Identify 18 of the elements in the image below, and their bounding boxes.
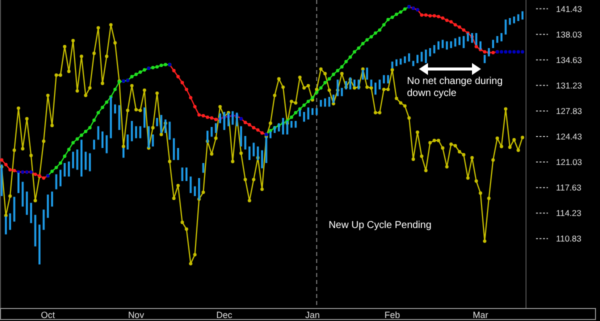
y-tick-label: 117.63 <box>556 182 582 193</box>
y-tick-label: 131.23 <box>556 80 582 90</box>
x-tick-label: Feb <box>384 310 400 320</box>
y-tick-label: 134.63 <box>556 54 582 65</box>
annotation: New Up Cycle Pending <box>328 220 432 231</box>
x-tick-label: Nov <box>128 310 145 320</box>
y-tick-label: 121.03 <box>556 157 582 168</box>
y-tick-label: 124.43 <box>556 131 582 142</box>
y-tick-label: 138.03 <box>556 29 582 40</box>
y-tick-label: 114.23 <box>556 208 582 218</box>
x-tick-label: Mar <box>472 310 488 320</box>
y-tick-label: 110.83 <box>556 234 582 244</box>
annotation: No net change during down cycle <box>407 76 503 99</box>
y-tick-label: 141.43 <box>556 4 582 14</box>
x-tick-label: Dec <box>216 310 233 320</box>
y-tick-label: 127.83 <box>556 106 582 116</box>
x-tick-label: Jan <box>305 310 320 320</box>
x-tick-label: Oct <box>40 310 56 320</box>
